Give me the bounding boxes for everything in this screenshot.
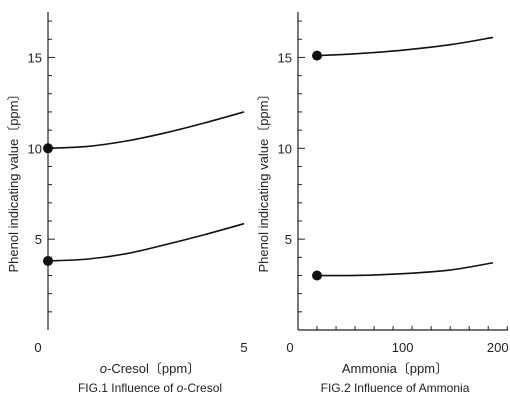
figure-caption: FIG.2 Influence of Ammonia	[321, 381, 470, 395]
figure-caption: FIG.1 Influence of o-Cresol	[78, 381, 222, 395]
x-axis-label-italic: o	[100, 361, 107, 376]
series-start-point-1	[43, 143, 53, 154]
chart-fig2: 5 10 15 0 100 200 Phenol indicating value〔ppm〕…	[256, 12, 509, 395]
series-line-1	[316, 36, 494, 57]
series-line-1	[47, 111, 245, 150]
caption-italic: o	[177, 381, 184, 395]
y-tick-label: 15	[278, 50, 292, 65]
x-axis-label: o-Cresol〔ppm〕	[100, 361, 200, 376]
caption-suffix: -Cresol	[183, 381, 222, 395]
x-tick-label: 100	[392, 340, 414, 355]
x-axis-label: Ammonia〔ppm〕	[342, 361, 448, 376]
y-tick-label: 5	[35, 232, 42, 247]
y-tick-label: 5	[285, 232, 292, 247]
caption-prefix: FIG.1 Influence of	[78, 381, 177, 395]
x-tick-label: 0	[34, 340, 41, 355]
y-tick-label: 15	[28, 50, 42, 65]
y-tick-label: 10	[28, 141, 42, 156]
y-axis-label: Phenol indicating value〔ppm〕	[256, 88, 271, 273]
series-start-point-2	[43, 255, 53, 266]
y-tick-label: 10	[278, 141, 292, 156]
x-tick-label: 5	[240, 340, 247, 355]
series-line-2	[317, 261, 494, 277]
x-tick-label: 0	[286, 340, 293, 355]
series-start-point-2	[312, 270, 323, 281]
x-axis-label-rest: -Cresol〔ppm〕	[107, 361, 200, 376]
series-line-2	[47, 222, 245, 262]
series-start-point-1	[312, 50, 323, 61]
y-axis-label: Phenol indicating value〔ppm〕	[6, 88, 21, 273]
x-tick-label: 200	[487, 340, 509, 355]
